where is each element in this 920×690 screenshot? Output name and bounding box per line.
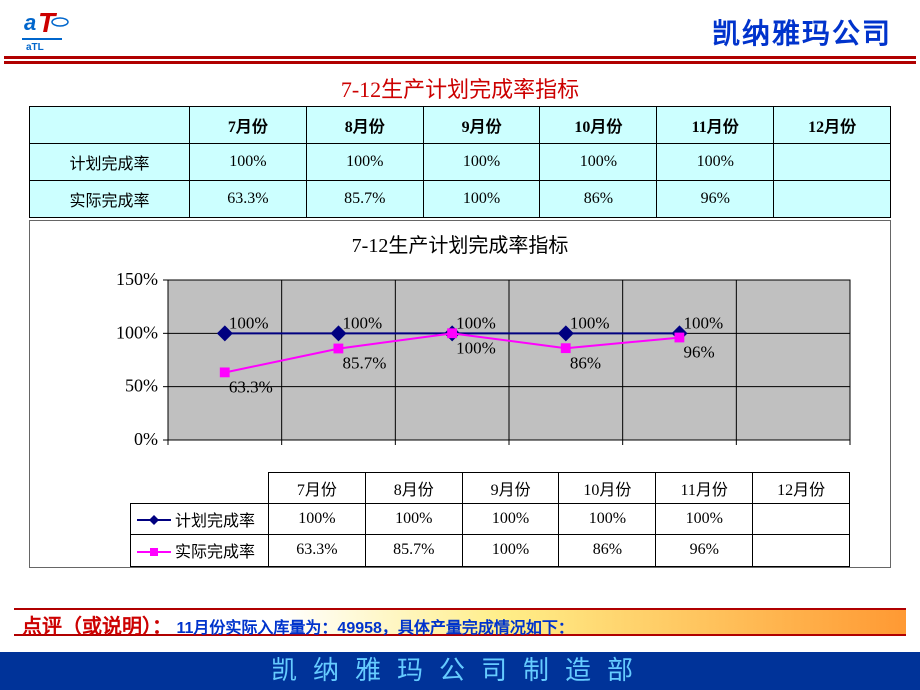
svg-text:T: T bbox=[38, 8, 58, 38]
header: a T aTL 凯纳雅玛公司 bbox=[0, 0, 920, 66]
legend-cell: 100% bbox=[559, 504, 656, 535]
table-cell: 100% bbox=[190, 144, 307, 181]
table-cell bbox=[774, 144, 891, 181]
row-label: 计划完成率 bbox=[30, 144, 190, 181]
legend-cell: 96% bbox=[656, 535, 753, 566]
chart-title: 7-12生产计划完成率指标 bbox=[30, 229, 890, 258]
table-cell: 85.7% bbox=[306, 181, 423, 218]
table-cell: 100% bbox=[423, 144, 540, 181]
svg-text:85.7%: 85.7% bbox=[343, 354, 387, 373]
legend-cell: 63.3% bbox=[269, 535, 366, 566]
legend-cell: 86% bbox=[559, 535, 656, 566]
footer-text: 凯纳雅玛公司制造部 bbox=[271, 656, 649, 685]
table-header-cell: 7月份 bbox=[190, 107, 307, 144]
table-cell bbox=[774, 181, 891, 218]
legend-header-cell: 9月份 bbox=[462, 473, 559, 504]
chart-legend-table: 7月份 8月份 9月份 10月份 11月份 12月份 计划完成率 100% 10… bbox=[130, 472, 850, 567]
svg-text:0%: 0% bbox=[134, 429, 158, 449]
svg-text:100%: 100% bbox=[229, 313, 269, 332]
table-cell: 96% bbox=[657, 181, 774, 218]
legend-header-cell: 11月份 bbox=[656, 473, 753, 504]
legend-cell: 100% bbox=[462, 504, 559, 535]
chart-container: 7-12生产计划完成率指标 0%50%100%150%100%100%100%1… bbox=[29, 220, 891, 568]
svg-text:63.3%: 63.3% bbox=[229, 377, 273, 396]
table-cell: 63.3% bbox=[190, 181, 307, 218]
svg-text:150%: 150% bbox=[116, 269, 158, 289]
legend-header-cell: 8月份 bbox=[365, 473, 462, 504]
table-cell: 100% bbox=[657, 144, 774, 181]
table-cell: 100% bbox=[540, 144, 657, 181]
comment-label: 点评（或说明）： bbox=[22, 616, 172, 638]
table-header-row: 7月份 8月份 9月份 10月份 11月份 12月份 bbox=[30, 107, 891, 144]
diamond-marker-icon bbox=[137, 513, 171, 531]
table-header-cell: 12月份 bbox=[774, 107, 891, 144]
comment-bar: 点评（或说明）： 11月份实际入库量为：49958，具体产量完成情况如下： bbox=[14, 608, 906, 636]
legend-row: 实际完成率 63.3% 85.7% 100% 86% 96% bbox=[131, 535, 850, 566]
table-row: 计划完成率 100% 100% 100% 100% 100% bbox=[30, 144, 891, 181]
legend-cell: 100% bbox=[269, 504, 366, 535]
svg-text:100%: 100% bbox=[116, 322, 158, 342]
header-divider bbox=[4, 56, 916, 64]
table-cell: 86% bbox=[540, 181, 657, 218]
table-header-cell: 9月份 bbox=[423, 107, 540, 144]
footer: 凯纳雅玛公司制造部 bbox=[0, 652, 920, 690]
svg-text:100%: 100% bbox=[684, 313, 724, 332]
legend-cell: 100% bbox=[365, 504, 462, 535]
svg-text:aTL: aTL bbox=[26, 42, 44, 52]
svg-text:100%: 100% bbox=[456, 313, 496, 332]
company-logo: a T aTL bbox=[18, 8, 78, 48]
svg-text:a: a bbox=[24, 10, 36, 35]
legend-row: 计划完成率 100% 100% 100% 100% 100% bbox=[131, 504, 850, 535]
table-cell: 100% bbox=[423, 181, 540, 218]
summary-table: 7月份 8月份 9月份 10月份 11月份 12月份 计划完成率 100% 10… bbox=[29, 106, 891, 218]
company-name: 凯纳雅玛公司 bbox=[712, 12, 892, 52]
svg-text:100%: 100% bbox=[570, 313, 610, 332]
svg-text:50%: 50% bbox=[125, 376, 158, 396]
svg-text:96%: 96% bbox=[684, 343, 715, 362]
legend-header-row: 7月份 8月份 9月份 10月份 11月份 12月份 bbox=[131, 473, 850, 504]
legend-cell bbox=[753, 504, 850, 535]
legend-cell bbox=[753, 535, 850, 566]
legend-label: 实际完成率 bbox=[131, 535, 269, 566]
table-row: 实际完成率 63.3% 85.7% 100% 86% 96% bbox=[30, 181, 891, 218]
legend-header-cell: 7月份 bbox=[269, 473, 366, 504]
legend-cell: 85.7% bbox=[365, 535, 462, 566]
chart-plot: 0% 50% 100% 150% 100% 100% 100% 100% 100% 63.3% 85… bbox=[30, 264, 890, 472]
table-header-cell: 10月份 bbox=[540, 107, 657, 144]
table-header-cell: 11月份 bbox=[657, 107, 774, 144]
svg-text:100%: 100% bbox=[456, 338, 496, 357]
legend-label: 计划完成率 bbox=[131, 504, 269, 535]
table-cell: 100% bbox=[306, 144, 423, 181]
row-label: 实际完成率 bbox=[30, 181, 190, 218]
legend-header-cell: 10月份 bbox=[559, 473, 656, 504]
page-title: 7-12生产计划完成率指标 bbox=[0, 72, 920, 104]
table-header-cell: 8月份 bbox=[306, 107, 423, 144]
legend-cell: 100% bbox=[656, 504, 753, 535]
comment-text: 11月份实际入库量为：49958，具体产量完成情况如下： bbox=[177, 620, 574, 637]
svg-text:100%: 100% bbox=[343, 313, 383, 332]
svg-text:86%: 86% bbox=[570, 353, 601, 372]
square-marker-icon bbox=[137, 545, 171, 563]
legend-cell: 100% bbox=[462, 535, 559, 566]
table-header-cell bbox=[30, 107, 190, 144]
legend-header-cell: 12月份 bbox=[753, 473, 850, 504]
